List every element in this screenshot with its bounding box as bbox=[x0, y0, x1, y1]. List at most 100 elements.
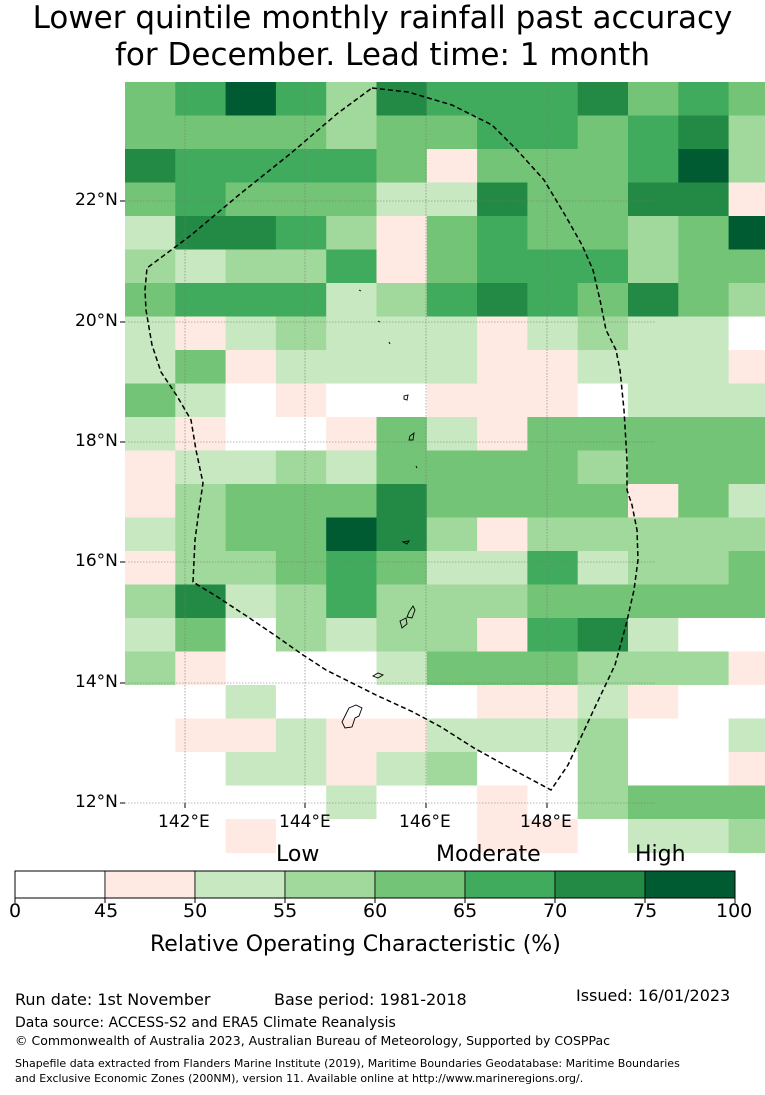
grid-cell bbox=[275, 216, 327, 251]
base-period: Base period: 1981-2018 bbox=[274, 990, 467, 1009]
grid-cell bbox=[678, 484, 730, 519]
grid-cell bbox=[577, 651, 629, 686]
axis-ticks bbox=[120, 200, 548, 808]
grid-cell bbox=[225, 149, 277, 184]
grid-cell bbox=[477, 182, 528, 217]
grid-cell bbox=[678, 283, 730, 318]
grid-cell bbox=[527, 450, 579, 485]
grid-cell bbox=[728, 651, 765, 686]
grid-cell bbox=[728, 182, 765, 217]
grid-cell bbox=[678, 383, 730, 418]
grid-cell bbox=[527, 718, 579, 753]
grid-cell bbox=[225, 82, 277, 117]
grid-cell bbox=[125, 149, 176, 184]
grid-cell bbox=[678, 819, 730, 854]
grid-cell bbox=[175, 82, 227, 117]
grid-cell bbox=[225, 350, 277, 385]
grid-cell bbox=[225, 785, 277, 820]
island-agrihan bbox=[403, 394, 409, 401]
grid-cell bbox=[477, 752, 528, 787]
grid-cell bbox=[728, 718, 765, 753]
grid-cell bbox=[728, 819, 765, 854]
grid-cell bbox=[426, 618, 478, 653]
legend-category-moderate: Moderate bbox=[436, 842, 541, 867]
grid-cell bbox=[426, 450, 478, 485]
grid-cell bbox=[225, 685, 277, 720]
grid-cell bbox=[225, 752, 277, 787]
grid-cell bbox=[175, 752, 227, 787]
island-maug bbox=[388, 341, 391, 345]
grid-cell bbox=[628, 819, 679, 854]
data-source: Data source: ACCESS-S2 and ERA5 Climate … bbox=[15, 1015, 396, 1031]
grid-cell bbox=[376, 517, 428, 552]
grid-cell bbox=[577, 484, 629, 519]
grid-cell bbox=[326, 216, 378, 251]
grid-cell bbox=[376, 316, 428, 351]
legend-swatch bbox=[464, 870, 556, 899]
grid-cell bbox=[376, 819, 428, 854]
legend-category-low: Low bbox=[276, 842, 320, 867]
grid-cell bbox=[326, 350, 378, 385]
grid-cell bbox=[376, 450, 428, 485]
grid-cell bbox=[275, 718, 327, 753]
grid-cell bbox=[326, 819, 378, 854]
grid-cell bbox=[326, 785, 378, 820]
grid-cell bbox=[376, 350, 428, 385]
grid-cell bbox=[125, 216, 176, 251]
grid-cell bbox=[678, 685, 730, 720]
grid-cell bbox=[477, 82, 528, 117]
grid-cell bbox=[376, 216, 428, 251]
grid-cell bbox=[527, 383, 579, 418]
grid-cell bbox=[326, 149, 378, 184]
grid-cell bbox=[326, 517, 378, 552]
grid-cell bbox=[628, 752, 679, 787]
grid-cell bbox=[326, 283, 378, 318]
legend-tick-45: 45 bbox=[94, 900, 119, 922]
grid-cell bbox=[728, 216, 765, 251]
grid-cell bbox=[275, 584, 327, 619]
grid-cell bbox=[125, 383, 176, 418]
grid-cell bbox=[225, 316, 277, 351]
grid-cell bbox=[678, 316, 730, 351]
grid-cell bbox=[275, 417, 327, 452]
grid-cell bbox=[426, 752, 478, 787]
grid-cell bbox=[275, 785, 327, 820]
grid-cell bbox=[376, 584, 428, 619]
legend-category-high: High bbox=[635, 842, 686, 867]
grid-cell bbox=[527, 283, 579, 318]
grid-cell bbox=[175, 383, 227, 418]
run-date: Run date: 1st November bbox=[15, 990, 211, 1009]
grid-cell bbox=[326, 484, 378, 519]
grid-cell bbox=[225, 551, 277, 586]
lat-label-12n: 12°N bbox=[75, 792, 118, 812]
grid-cell bbox=[376, 752, 428, 787]
grid-cell bbox=[376, 685, 428, 720]
grid-cell bbox=[426, 182, 478, 217]
grid-cell bbox=[376, 618, 428, 653]
grid-cell bbox=[628, 283, 679, 318]
island-guam bbox=[341, 704, 363, 729]
grid-cell bbox=[225, 383, 277, 418]
grid-cell bbox=[728, 551, 765, 586]
grid-cell bbox=[477, 484, 528, 519]
grid-cell bbox=[376, 785, 428, 820]
chart-title-line-1: Lower quintile monthly rainfall past acc… bbox=[32, 0, 733, 36]
grid-cell bbox=[577, 316, 629, 351]
grid-cell bbox=[376, 249, 428, 284]
grid-cell bbox=[326, 651, 378, 686]
grid-cell bbox=[326, 551, 378, 586]
grid-cell bbox=[225, 651, 277, 686]
legend-tick-50: 50 bbox=[183, 900, 208, 922]
grid-cell bbox=[527, 484, 579, 519]
grid-cell bbox=[678, 216, 730, 251]
grid-cell bbox=[275, 383, 327, 418]
grid-cell bbox=[477, 316, 528, 351]
grid-cell bbox=[426, 350, 478, 385]
island-asuncion bbox=[377, 320, 381, 323]
grid-cell bbox=[527, 752, 579, 787]
legend-swatch bbox=[374, 870, 466, 899]
grid-cell bbox=[477, 450, 528, 485]
grid-cell bbox=[527, 182, 579, 217]
copyright: © Commonwealth of Australia 2023, Austra… bbox=[15, 1033, 610, 1048]
grid-cell bbox=[678, 618, 730, 653]
